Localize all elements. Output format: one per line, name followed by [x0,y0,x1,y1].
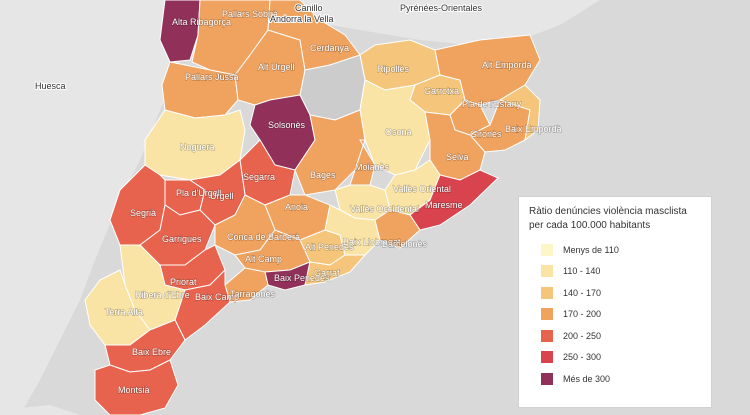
comarques-layer [84,0,541,415]
legend-swatch [541,372,553,385]
legend-item: 140 - 170 [529,282,701,304]
outside-land-west [0,0,200,415]
label-tarragones: Tarragonès [230,289,276,299]
legend-label: 200 - 250 [563,330,602,341]
label-ribera-ebre: Ribera d'Ebre [135,290,190,300]
label-anoia: Anoia [285,202,308,212]
label-garrotxa: Garrotxa [424,86,459,96]
label-barcelones: Barcelonès [382,239,428,249]
region-labels-layer: Alta Ribagorça Pallars Sobirà Pallars Ju… [104,8,562,395]
legend-label: 110 - 140 [563,266,601,277]
label-bages: Bages [310,170,336,180]
region-terra-alta[interactable] [84,269,151,346]
label-osona: Osona [385,127,412,137]
label-canillo: Canillo [295,3,323,13]
legend-label: 170 - 200 [563,309,602,320]
label-alta-ribagorca: Alta Ribagorça [172,17,231,27]
label-maresme: Maresme [425,200,463,210]
region-montsia[interactable] [94,359,179,415]
label-solsones: Solsonès [268,120,306,130]
legend-item: 250 - 300 [529,347,701,369]
legend-swatch [541,351,553,364]
label-andorra: Andorra la Vella [270,14,334,24]
label-conca-barbera: Conca de Barberà [227,232,300,242]
label-baix-camp: Baix Camp [195,292,239,302]
label-huesca: Huesca [35,81,66,91]
label-alt-emporda: Alt Empordà [482,60,532,70]
legend-label: 140 - 170 [563,287,602,298]
label-baix-ebre: Baix Ebre [132,347,171,357]
legend-title: Ràtio denúncies violència masclista per … [529,206,687,231]
label-montsia: Montsià [118,385,150,395]
region-alta-ribagorca[interactable] [159,0,201,63]
region-maresme[interactable] [409,169,499,231]
legend-swatch [541,329,553,342]
legend-item: Menys de 110 [529,239,701,261]
label-alt-penedes: Alt Penedès [305,242,354,252]
label-segria: Segrià [130,208,156,218]
legend-swatch [541,308,553,321]
label-baix-emporda: Baix Empordà [505,124,562,134]
label-ripolles: Ripollès [377,64,410,74]
label-cerdanya: Cerdanya [310,43,349,53]
label-urgell: Urgell [210,191,234,201]
legend-swatch [541,265,553,278]
legend-swatch [541,243,553,256]
label-valles-oriental: Vallès Oriental [393,184,451,194]
outside-labels-layer: Andorra la Vella Canillo Pyrénées-Orient… [34,2,484,92]
region-baix-emporda[interactable] [498,84,541,142]
legend-item: Més de 300 [529,368,701,390]
region-barcelones[interactable] [374,209,421,249]
label-baix-penedes: Baix Penedès [274,273,330,283]
label-valles-occidental: Vallès Occidental [350,204,419,214]
label-pallars-sobira: Pallars Sobirà [222,9,278,19]
label-garrigues: Garrigues [162,234,202,244]
region-bages[interactable] [294,109,366,196]
label-priorat: Priorat [170,277,197,287]
legend-swatch [541,286,553,299]
outside-land-north [250,0,600,45]
legend-item: 170 - 200 [529,304,701,326]
legend-items: Menys de 110 110 - 140 140 - 170 170 - 200 2… [529,239,701,390]
label-girones: Gironès [470,129,502,139]
legend-label: Menys de 110 [563,244,619,255]
label-pallars-jussa: Pallars Jussà [185,72,239,82]
label-pyrenees: Pyrénées-Orientales [400,3,483,13]
label-terra-alta: Terra Alta [105,307,143,317]
region-baix-llobregat[interactable] [324,204,381,256]
label-pla-urgell: Pla d'Urgell [176,188,222,198]
label-selva: Selva [446,152,469,162]
legend-label: 250 - 300 [563,352,602,363]
label-moianes: Moianès [355,162,390,172]
label-alt-camp: Alt Camp [245,254,282,264]
region-garraf[interactable] [304,254,367,286]
label-garraf: Garraf [314,268,340,278]
legend-item: 200 - 250 [529,325,701,347]
label-segarra: Segarra [243,172,275,182]
label-alt-urgell: Alt Urgell [258,62,295,72]
legend-panel: Ràtio denúncies violència masclista per … [518,196,712,408]
label-noguera: Noguera [180,142,215,152]
label-baix-llobregat: Baix Llobregat [343,237,401,247]
outside-land-south [0,405,80,415]
legend-item: 110 - 140 [529,261,701,283]
label-pla-estany: Pla de l'Estany [462,99,522,109]
legend-label: Més de 300 [563,373,611,384]
